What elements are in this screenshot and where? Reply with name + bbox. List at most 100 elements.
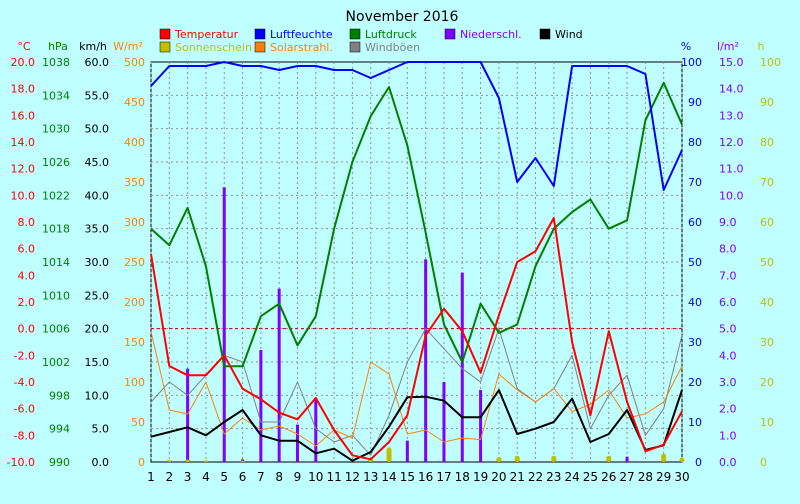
tick-label-l-m: 4.0 (719, 349, 737, 362)
tick-label-: 40 (688, 296, 702, 309)
legend-swatch-wind (539, 28, 551, 40)
legend-swatch-solarstrahl (254, 41, 266, 53)
tick-label-: 100 (681, 56, 702, 69)
bar-sonnenschein (203, 460, 209, 462)
tick-label-h: 100 (760, 56, 781, 69)
bar-niederschl (259, 350, 263, 462)
bar-niederschl (479, 390, 483, 462)
bar-sonnenschein (661, 454, 667, 462)
tick-label-km-h: 40.0 (85, 189, 110, 202)
tick-label-h: 40 (760, 296, 774, 309)
tick-label-w-m: 150 (124, 336, 145, 349)
x-tick-label: 26 (601, 470, 616, 484)
tick-label-: 30 (688, 336, 702, 349)
tick-label-hpa: 1006 (42, 323, 70, 336)
tick-label-km-h: 0.0 (92, 456, 110, 469)
bar-niederschl (460, 272, 464, 462)
tick-label-c: 12.0 (11, 163, 36, 176)
tick-label-l-m: 14.0 (719, 83, 744, 96)
tick-label-c: -2.0 (14, 349, 35, 362)
tick-label-l-m: 6.0 (719, 296, 737, 309)
bar-sonnenschein (496, 457, 502, 462)
tick-label-l-m: 0.0 (719, 456, 737, 469)
tick-label-km-h: 35.0 (85, 223, 110, 236)
tick-label-: 0 (695, 456, 702, 469)
axis-unit-km-h: km/h (79, 40, 107, 53)
legend: Temperatur Luftfeuchte Luftdruck Niederschl… (159, 28, 583, 54)
tick-label-h: 80 (760, 136, 774, 149)
tick-label-: 20 (688, 376, 702, 389)
x-tick-label: 22 (528, 470, 543, 484)
legend-label-wind: Wind (555, 28, 583, 41)
x-tick-label: 14 (381, 470, 396, 484)
bar-series (166, 187, 685, 463)
grid (150, 62, 683, 462)
x-tick-labels: 1 2 3 4 5 6 7 8 9 10 11 12 13 14 15 16 17 18 19 20 21 22 23 24 2… (147, 470, 689, 484)
axis-unit-w-m: W/m² (113, 40, 143, 53)
tick-label-l-m: 9.0 (719, 216, 737, 229)
axis-unit-c: °C (17, 40, 31, 53)
axis-unit-h: h (758, 40, 765, 53)
tick-label-c: 6.0 (18, 243, 36, 256)
x-tick-label: 1 (147, 470, 155, 484)
series-line-windb-en (150, 328, 683, 456)
tick-label-h: 60 (760, 216, 774, 229)
tick-label-l-m: 7.0 (719, 269, 737, 282)
tick-label-c: 10.0 (11, 189, 36, 202)
x-tick-label: 15 (400, 470, 415, 484)
legend-label-windb-en: Windböen (365, 41, 420, 54)
tick-label-l-m: 1.0 (719, 429, 737, 442)
tick-label-h: 30 (760, 336, 774, 349)
tick-label-c: -10.0 (7, 456, 35, 469)
x-tick-label: 10 (308, 470, 323, 484)
tick-label-w-m: 500 (124, 56, 145, 69)
bar-niederschl (314, 398, 318, 462)
axis-unit-hpa: hPa (48, 40, 68, 53)
x-tick-label: 16 (418, 470, 433, 484)
tick-label-c: -6.0 (14, 403, 35, 416)
tick-label-c: -4.0 (14, 376, 35, 389)
tick-label-c: 14.0 (11, 136, 36, 149)
tick-label-hpa: 1034 (42, 89, 70, 102)
x-tick-label: 21 (510, 470, 525, 484)
tick-label-h: 70 (760, 176, 774, 189)
bar-niederschl (295, 424, 299, 462)
tick-label-: 10 (688, 416, 702, 429)
tick-label-km-h: 60.0 (85, 56, 110, 69)
line-series (150, 61, 683, 462)
tick-label-l-m: 2.0 (719, 403, 737, 416)
legend-swatch-luftdruck (349, 28, 361, 40)
bar-sonnenschein (606, 456, 612, 462)
tick-label-l-m: 3.0 (719, 376, 737, 389)
tick-labels: 20.0 18.0 16.0 14.0 12.0 10.0 8.0 6.0 4.0 2.0 0.0 -… (7, 56, 781, 469)
tick-label-l-m: 11.0 (719, 163, 744, 176)
x-tick-label: 19 (473, 470, 488, 484)
x-tick-label: 5 (220, 470, 228, 484)
tick-label-hpa: 998 (49, 389, 70, 402)
tick-label-w-m: 200 (124, 296, 145, 309)
tick-label-: 70 (688, 176, 702, 189)
x-tick-label: 6 (239, 470, 247, 484)
tick-label-km-h: 15.0 (85, 356, 110, 369)
tick-label-hpa: 1018 (42, 223, 70, 236)
tick-label-: 50 (688, 256, 702, 269)
tick-label-c: 8.0 (18, 216, 36, 229)
legend-label-luftdruck: Luftdruck (365, 28, 417, 41)
x-tick-label: 18 (455, 470, 470, 484)
tick-label-h: 0 (760, 456, 767, 469)
legend-swatch-windb-en (349, 41, 361, 53)
tick-label-w-m: 400 (124, 136, 145, 149)
tick-label-c: 20.0 (11, 56, 36, 69)
tick-label-: 80 (688, 136, 702, 149)
tick-label-km-h: 50.0 (85, 123, 110, 136)
x-tick-label: 20 (491, 470, 506, 484)
tick-label-km-h: 20.0 (85, 323, 110, 336)
x-tick-label: 27 (619, 470, 634, 484)
chart-title: November 2016 (346, 9, 459, 25)
bar-sonnenschein (679, 458, 685, 462)
tick-label-km-h: 45.0 (85, 156, 110, 169)
legend-label-luftfeuchte: Luftfeuchte (270, 28, 333, 41)
legend-label-sonnenschein: Sonnenschein (175, 41, 252, 54)
